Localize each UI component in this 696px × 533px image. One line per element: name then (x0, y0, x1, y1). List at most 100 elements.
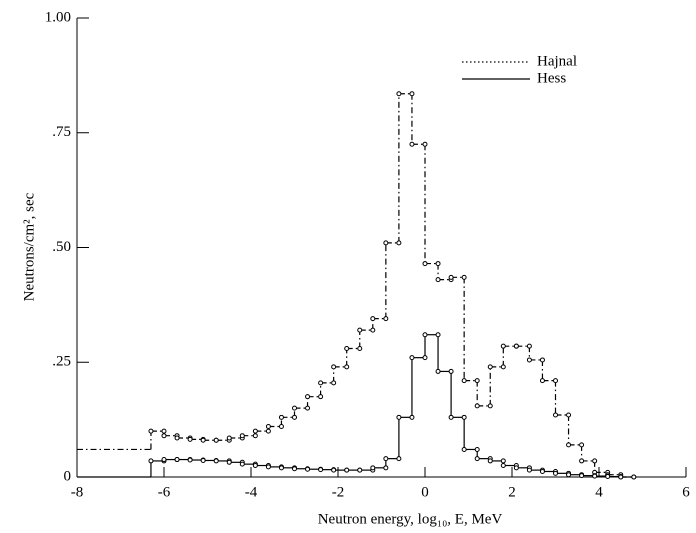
marker (318, 467, 324, 473)
marker (500, 458, 506, 464)
marker (435, 261, 441, 267)
marker (487, 458, 493, 464)
marker (396, 240, 402, 246)
marker (396, 91, 402, 97)
marker (605, 474, 611, 480)
marker (200, 457, 206, 463)
marker (278, 414, 284, 420)
marker (513, 465, 519, 471)
x-tick-label: 6 (682, 484, 690, 500)
marker (174, 435, 180, 441)
marker (448, 274, 454, 280)
marker (422, 332, 428, 338)
marker (161, 433, 167, 439)
marker (513, 343, 519, 349)
y-axis-label: Neutrons/cm², sec (21, 192, 37, 301)
marker (435, 332, 441, 338)
marker (566, 472, 572, 478)
marker (526, 467, 532, 473)
marker (422, 141, 428, 147)
marker (487, 364, 493, 370)
marker (526, 357, 532, 363)
marker (187, 457, 193, 463)
marker (265, 424, 271, 430)
marker (487, 403, 493, 409)
marker (213, 458, 219, 464)
marker (357, 327, 363, 333)
marker (618, 474, 624, 480)
marker (631, 474, 637, 480)
marker (539, 378, 545, 384)
marker (239, 461, 245, 467)
marker (396, 456, 402, 462)
marker (239, 433, 245, 439)
marker (383, 240, 389, 246)
x-tick-label: 4 (595, 484, 603, 500)
marker (474, 446, 480, 452)
marker (226, 459, 232, 465)
marker (448, 414, 454, 420)
marker (278, 465, 284, 471)
marker (500, 364, 506, 370)
x-tick-label: -2 (332, 484, 345, 500)
marker (357, 345, 363, 351)
marker (305, 394, 311, 400)
x-tick-label: -6 (158, 484, 171, 500)
marker (161, 428, 167, 434)
marker (265, 428, 271, 434)
marker (252, 428, 258, 434)
marker (409, 355, 415, 361)
marker (148, 428, 154, 434)
marker (566, 442, 572, 448)
marker (553, 412, 558, 418)
marker (161, 457, 167, 463)
marker (409, 414, 415, 420)
y-tick-label: 0 (64, 468, 72, 484)
legend-label: Hess (537, 70, 566, 86)
marker (344, 345, 350, 351)
marker (252, 433, 258, 439)
marker (409, 91, 415, 97)
marker (500, 463, 506, 469)
x-tick-label: -4 (245, 484, 258, 500)
marker (435, 277, 441, 283)
marker (292, 405, 297, 411)
marker (370, 316, 376, 322)
marker (553, 378, 558, 384)
marker (370, 327, 376, 333)
marker (461, 446, 467, 452)
marker (200, 437, 206, 443)
marker (553, 470, 558, 476)
marker (461, 414, 467, 420)
marker (422, 261, 428, 267)
marker (539, 468, 545, 474)
marker (448, 368, 454, 374)
marker (383, 316, 389, 322)
y-tick-label: .75 (52, 124, 71, 140)
marker (579, 473, 585, 479)
marker (526, 343, 532, 349)
marker (213, 437, 219, 443)
x-tick-label: 2 (508, 484, 516, 500)
marker (357, 467, 363, 473)
marker (252, 463, 258, 469)
marker (435, 368, 441, 374)
x-tick-label: 0 (421, 484, 429, 500)
marker (370, 465, 376, 471)
marker (383, 465, 389, 471)
marker (187, 436, 193, 442)
marker (344, 364, 350, 370)
marker (474, 378, 480, 384)
marker (318, 380, 324, 386)
marker (344, 467, 350, 473)
marker (500, 343, 506, 349)
marker (566, 412, 572, 418)
marker (474, 403, 480, 409)
marker (383, 456, 389, 462)
marker (226, 435, 232, 441)
marker (278, 424, 284, 430)
y-tick-label: 1.00 (45, 9, 71, 25)
marker (174, 457, 180, 463)
marker (331, 467, 337, 473)
marker (292, 414, 297, 420)
